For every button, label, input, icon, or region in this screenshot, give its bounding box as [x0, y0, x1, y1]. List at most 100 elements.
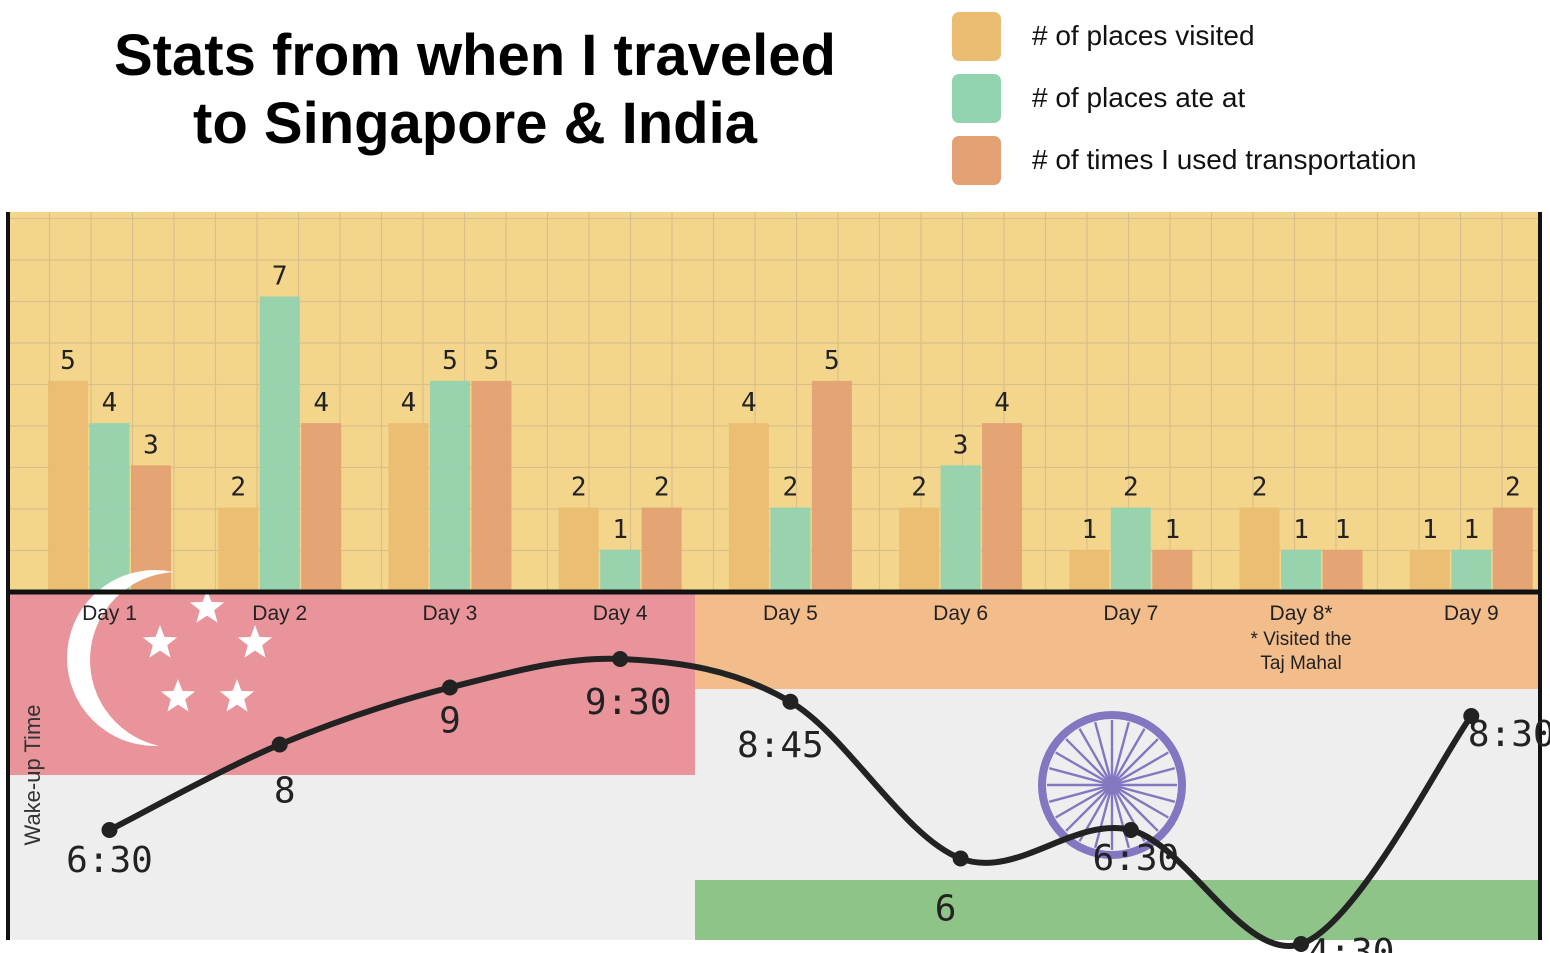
x-tick-note: * Visited the: [1251, 629, 1352, 650]
bar-places-visited: [1069, 549, 1110, 592]
x-tick-label: Day 2: [252, 602, 307, 625]
chakra-spoke: [1111, 783, 1176, 803]
data-label-transportation: 5: [824, 346, 840, 376]
singapore-star-icon: [160, 679, 196, 712]
x-tick-label: Day 9: [1444, 602, 1499, 625]
singapore-star-icon: [142, 625, 178, 658]
data-label-places-ate: 1: [1293, 515, 1309, 545]
wakeup-label: 9: [439, 701, 461, 742]
chakra-spoke: [1048, 767, 1113, 787]
data-label-transportation: 5: [484, 346, 500, 376]
chakra-spoke: [1111, 784, 1159, 832]
x-tick-label: Day 8*: [1270, 602, 1333, 625]
wakeup-point: [1293, 936, 1310, 952]
data-label-places-visited: 2: [1252, 473, 1268, 503]
x-tick-label: Day 6: [933, 602, 988, 625]
chart-title: Stats from when I traveled to Singapore …: [60, 22, 890, 158]
chakra-spoke: [1111, 783, 1169, 819]
x-tick-label: Day 7: [1103, 602, 1158, 625]
data-label-places-ate: 2: [1123, 473, 1139, 503]
chakra-spoke: [1065, 738, 1113, 786]
data-label-places-visited: 1: [1422, 515, 1438, 545]
data-label-places-ate: 1: [612, 515, 628, 545]
singapore-star-icon: [219, 679, 255, 712]
legend-label-places-visited: # of places visited: [1032, 20, 1255, 51]
chakra-spoke: [1110, 728, 1146, 786]
singapore-star-icon: [237, 625, 273, 658]
x-tick-label: Day 3: [423, 602, 478, 625]
data-label-transportation: 1: [1335, 515, 1351, 545]
bar-places-visited: [558, 507, 599, 592]
chakra-spoke: [1110, 721, 1130, 786]
wakeup-point: [952, 850, 969, 867]
wakeup-label: 8:45: [737, 725, 824, 766]
wakeup-point: [612, 651, 629, 667]
data-label-places-ate: 1: [1463, 515, 1479, 545]
bar-places-visited: [1239, 507, 1280, 592]
india-flag-saffron-band: [695, 592, 1540, 689]
wakeup-time-line: [106, 655, 1475, 949]
legend-swatch-places-ate: [952, 74, 1001, 123]
legend-swatch-places-visited: [952, 12, 1001, 61]
bar-places-visited: [218, 507, 259, 592]
chakra-spoke: [1094, 721, 1114, 786]
data-label-places-visited: 4: [741, 388, 757, 418]
bar-places-ate: [1451, 549, 1492, 592]
data-label-places-ate: 7: [272, 261, 288, 291]
data-label-transportation: 2: [654, 473, 670, 503]
bar-places-ate: [1281, 549, 1322, 592]
wakeup-label: 8:30: [1468, 714, 1550, 755]
wakeup-label: 4:30: [1308, 932, 1395, 953]
chakra-spoke: [1048, 783, 1113, 803]
wakeup-point: [782, 693, 799, 710]
chakra-hub: [1103, 776, 1121, 794]
data-label-places-visited: 1: [1082, 515, 1098, 545]
legend-label-transportation: # of times I used transportation: [1032, 144, 1417, 175]
x-tick-note: Taj Mahal: [1260, 653, 1341, 674]
bar-places-ate: [259, 296, 300, 592]
bar-places-ate: [89, 423, 130, 592]
x-tick-label: Day 1: [82, 602, 137, 625]
wakeup-label: 8: [274, 771, 296, 812]
singapore-crescent-icon: [67, 570, 243, 746]
data-label-places-ate: 4: [102, 388, 118, 418]
bar-places-ate: [1110, 507, 1151, 592]
bar-places-ate: [940, 465, 981, 592]
chakra-spoke: [1065, 784, 1113, 832]
bar-places-visited: [728, 423, 769, 592]
data-label-places-ate: 3: [953, 430, 969, 460]
bar-transportation: [641, 507, 682, 592]
data-label-places-visited: 2: [571, 473, 587, 503]
chakra-spoke: [1055, 783, 1113, 819]
data-label-places-visited: 4: [401, 388, 417, 418]
bar-transportation: [471, 380, 512, 592]
wakeup-label: 6: [935, 889, 957, 930]
chakra-spoke: [1111, 767, 1176, 787]
data-label-transportation: 3: [143, 430, 159, 460]
bar-places-visited: [48, 380, 88, 592]
wakeup-point: [1122, 822, 1139, 838]
bar-transportation: [301, 423, 342, 592]
chakra-spoke: [1111, 738, 1159, 786]
chakra-spoke: [1078, 728, 1114, 786]
data-label-places-visited: 5: [60, 346, 76, 376]
data-label-places-ate: 2: [783, 473, 799, 503]
bar-transportation: [811, 380, 852, 592]
data-label-transportation: 2: [1505, 473, 1521, 503]
bar-transportation: [982, 423, 1023, 592]
wakeup-point: [1463, 708, 1480, 724]
singapore-star-icon: [189, 590, 225, 623]
data-label-transportation: 1: [1165, 515, 1181, 545]
bar-transportation: [1322, 549, 1363, 592]
bar-places-visited: [388, 423, 429, 592]
bar-places-visited: [899, 507, 940, 592]
wakeup-point: [441, 679, 458, 696]
title-line-1: Stats from when I traveled: [114, 23, 836, 88]
bar-transportation: [1492, 507, 1533, 592]
bar-places-ate: [600, 549, 641, 592]
wakeup-point: [101, 822, 118, 838]
india-flag-green-band: [695, 880, 1540, 940]
legend-label-places-ate: # of places ate at: [1032, 82, 1246, 113]
wakeup-label: 6:30: [66, 840, 153, 881]
